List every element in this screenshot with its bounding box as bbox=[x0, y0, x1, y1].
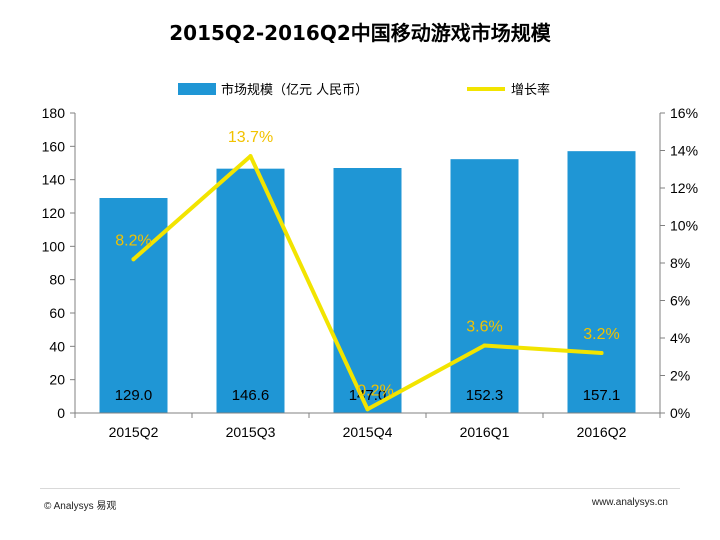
bar-value-label-2015Q2: 129.0 bbox=[115, 387, 153, 404]
bar-2015Q4 bbox=[333, 168, 402, 413]
bar-value-label-2016Q1: 152.3 bbox=[466, 387, 504, 404]
left-tick-label-180: 180 bbox=[42, 105, 66, 121]
right-tick-label-12%: 12% bbox=[670, 180, 698, 196]
right-tick-label-14%: 14% bbox=[670, 143, 698, 159]
bar-value-label-2015Q3: 146.6 bbox=[232, 387, 270, 404]
left-tick-label-60: 60 bbox=[49, 305, 65, 321]
left-tick-label-100: 100 bbox=[42, 238, 66, 254]
footer-copyright: © Analysys 易观 bbox=[44, 501, 117, 512]
left-tick-label-140: 140 bbox=[42, 172, 66, 188]
growth-label-2016Q2: 3.2% bbox=[583, 326, 619, 343]
bar-2016Q2 bbox=[567, 151, 636, 413]
left-tick-label-20: 20 bbox=[49, 372, 65, 388]
right-tick-label-16%: 16% bbox=[670, 105, 698, 121]
left-tick-label-0: 0 bbox=[57, 405, 65, 421]
growth-point-2015Q3 bbox=[248, 154, 253, 159]
left-tick-label-160: 160 bbox=[42, 138, 66, 154]
growth-label-2016Q1: 3.6% bbox=[466, 319, 502, 336]
left-tick-label-80: 80 bbox=[49, 272, 65, 288]
growth-label-2015Q3: 13.7% bbox=[228, 129, 273, 146]
right-tick-label-10%: 10% bbox=[670, 218, 698, 234]
x-tick-label-2015Q4: 2015Q4 bbox=[343, 424, 393, 440]
left-tick-label-120: 120 bbox=[42, 205, 66, 221]
bar-value-label-2016Q2: 157.1 bbox=[583, 387, 621, 404]
x-tick-label-2016Q1: 2016Q1 bbox=[460, 424, 510, 440]
bar-2015Q2 bbox=[99, 198, 168, 413]
growth-point-2015Q4 bbox=[365, 407, 370, 412]
growth-point-2016Q2 bbox=[599, 351, 604, 355]
right-tick-label-0%: 0% bbox=[670, 405, 690, 421]
right-tick-label-4%: 4% bbox=[670, 330, 690, 346]
x-tick-label-2015Q2: 2015Q2 bbox=[109, 424, 159, 440]
right-tick-label-8%: 8% bbox=[670, 255, 690, 271]
growth-label-2015Q2: 8.2% bbox=[115, 232, 151, 249]
right-tick-label-6%: 6% bbox=[670, 293, 690, 309]
bar-2016Q1 bbox=[450, 159, 519, 413]
footer-website: www.analysys.cn bbox=[591, 497, 668, 508]
x-tick-label-2015Q3: 2015Q3 bbox=[226, 424, 276, 440]
chart-title: 2015Q2-2016Q2中国移动游戏市场规模 bbox=[169, 21, 551, 45]
growth-point-2016Q1 bbox=[482, 343, 487, 348]
right-tick-label-2%: 2% bbox=[670, 368, 690, 384]
legend-label-bar: 市场规模（亿元 人民币） bbox=[221, 82, 368, 98]
legend-label-line: 增长率 bbox=[511, 82, 550, 98]
x-tick-label-2016Q2: 2016Q2 bbox=[577, 424, 627, 440]
growth-point-2015Q2 bbox=[131, 257, 136, 262]
footer-divider bbox=[40, 488, 680, 489]
growth-label-2015Q4: 0.2% bbox=[357, 382, 393, 399]
legend-swatch-bar bbox=[178, 83, 216, 95]
left-tick-label-40: 40 bbox=[49, 338, 65, 354]
